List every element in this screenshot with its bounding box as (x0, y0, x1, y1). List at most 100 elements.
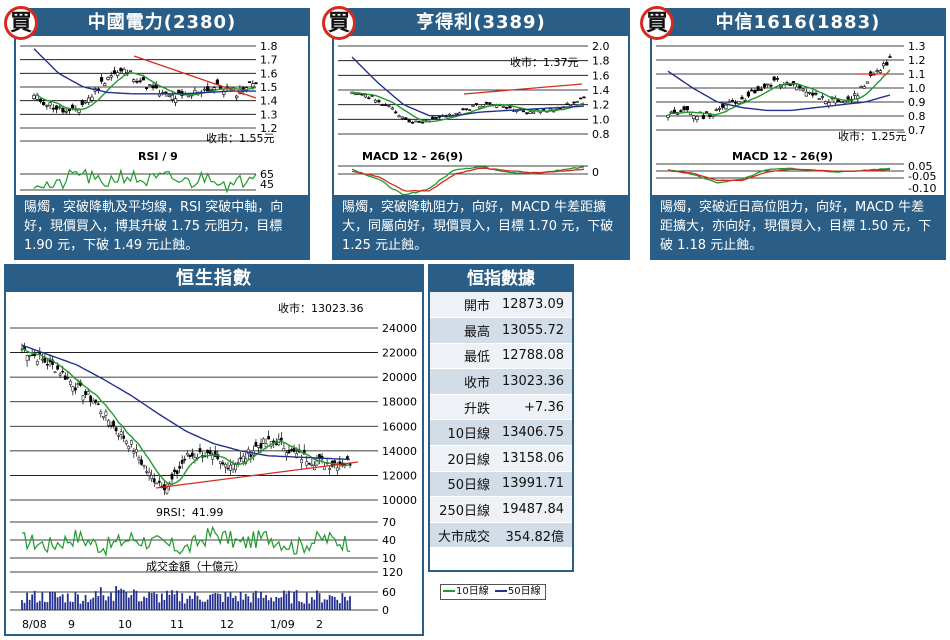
row-value: 13406.75 (498, 419, 572, 447)
candle-body (807, 91, 812, 94)
candle-body (80, 100, 84, 106)
candle-body (84, 391, 87, 395)
volume-bar (138, 601, 140, 610)
candle-body (87, 97, 91, 103)
stock-panel-2: 亨得利(3389) 2.01.81.61.41.21.00.80-0.1511/… (332, 8, 630, 260)
row-key: 最低 (430, 343, 498, 370)
x-tick-label: 1/09 (270, 618, 295, 631)
candle-body (213, 451, 217, 457)
candle-body (582, 96, 586, 99)
ma50-swatch (494, 590, 507, 592)
volume-bar (265, 595, 267, 610)
candle-body (76, 383, 80, 385)
row-value: 13055.72 (498, 317, 572, 344)
volume-bar (326, 599, 329, 610)
candle-body (122, 69, 126, 74)
volume-tick-label: 60 (382, 586, 396, 599)
candle-body (30, 354, 34, 357)
candle-body (285, 452, 288, 457)
price-tick-label: 1.0 (592, 113, 610, 126)
candle-body (224, 464, 227, 468)
candle-body (208, 450, 212, 455)
candle-body (40, 358, 44, 361)
candle-body (56, 365, 59, 370)
candle-body (795, 86, 799, 91)
volume-bar (158, 602, 161, 610)
candle-body (400, 116, 405, 119)
candle-body (865, 81, 870, 84)
candle-body (42, 101, 46, 106)
volume-bar (282, 590, 285, 610)
candle-body (114, 427, 118, 432)
candle-body (191, 452, 194, 457)
candle-body (801, 88, 805, 91)
volume-bar (249, 602, 252, 610)
row-value: 12873.09 (498, 292, 572, 319)
price-tick-label: 0.7 (908, 124, 926, 137)
price-tick-label: 2.0 (592, 40, 610, 53)
candle-body (478, 106, 482, 109)
candle-body (138, 80, 142, 83)
candle-body (124, 440, 128, 444)
indicator-tick-label: -0.05 (908, 170, 936, 183)
candle-body (714, 109, 718, 111)
candle-body (572, 101, 576, 104)
volume-bar (216, 593, 219, 610)
candle-body (753, 90, 757, 94)
price-tick-label: 0.9 (908, 96, 926, 109)
volume-bar (204, 601, 206, 610)
candle-body (407, 119, 411, 123)
volume-bar (349, 596, 351, 610)
candle-body (58, 373, 62, 376)
candle-body (109, 75, 113, 78)
volume-bar (54, 592, 56, 610)
candle-body (173, 98, 178, 103)
rsi-tick-label: 40 (382, 534, 396, 547)
table-row: 大市成交 354.82億 (430, 522, 572, 549)
candle-body (167, 94, 171, 97)
volume-bar (173, 594, 176, 610)
candle-body (772, 76, 776, 81)
price-tick-label: 1.4 (592, 84, 610, 97)
volume-bar (193, 591, 196, 610)
candle-body (152, 478, 156, 483)
candle-body (353, 93, 357, 95)
volume-bar (171, 590, 173, 610)
volume-bar (153, 592, 156, 610)
candle-body (173, 469, 176, 473)
candle-body (695, 116, 699, 120)
volume-bar (120, 588, 123, 610)
volume-tick-label: 120 (382, 566, 403, 579)
candle-body (287, 449, 291, 454)
candle-body (733, 101, 738, 104)
candle-body (119, 67, 123, 72)
candle-body (788, 84, 792, 86)
volume-bar (303, 603, 306, 610)
candle-body (216, 454, 220, 460)
volume-bar (140, 601, 143, 610)
volume-bar (221, 601, 224, 610)
volume-bar (26, 592, 28, 610)
volume-bar (38, 600, 41, 610)
candle-body (434, 117, 438, 120)
stock-title: 中國電力(2380) (16, 10, 308, 36)
candle-body (135, 449, 138, 453)
candle-body (737, 101, 741, 104)
candle-body (63, 375, 67, 380)
candle-body (193, 457, 197, 461)
volume-bar (87, 602, 90, 610)
volume-bar (244, 593, 247, 610)
candle-body (90, 96, 94, 101)
candle-body (484, 101, 489, 104)
candle-body (148, 84, 152, 87)
candle-body (307, 462, 311, 465)
price-tick-label: 24000 (382, 322, 417, 335)
volume-bar (305, 592, 308, 610)
candle-body (51, 107, 55, 110)
volume-bar (224, 591, 227, 610)
price-tick-label: 10000 (382, 494, 417, 507)
candle-body (525, 112, 529, 114)
volume-bar (71, 601, 74, 610)
volume-bar (186, 598, 189, 610)
candle-body (231, 463, 235, 470)
